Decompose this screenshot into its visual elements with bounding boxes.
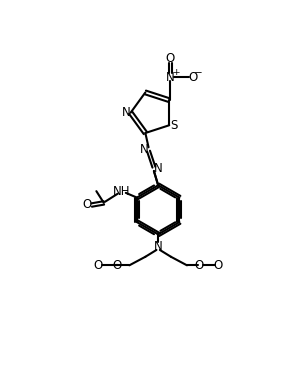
Text: N: N [122, 106, 130, 119]
Text: NH: NH [113, 185, 131, 197]
Text: +: + [172, 68, 180, 77]
Text: N: N [166, 71, 175, 84]
Text: O: O [83, 198, 92, 211]
Text: O: O [188, 71, 197, 84]
Text: O: O [166, 52, 175, 65]
Text: N: N [139, 143, 148, 156]
Text: S: S [170, 119, 178, 132]
Text: −: − [194, 68, 203, 78]
Text: O: O [93, 259, 103, 272]
Text: N: N [154, 162, 163, 175]
Text: O: O [112, 259, 122, 272]
Text: O: O [214, 259, 223, 272]
Text: N: N [154, 240, 162, 253]
Text: O: O [195, 259, 204, 272]
